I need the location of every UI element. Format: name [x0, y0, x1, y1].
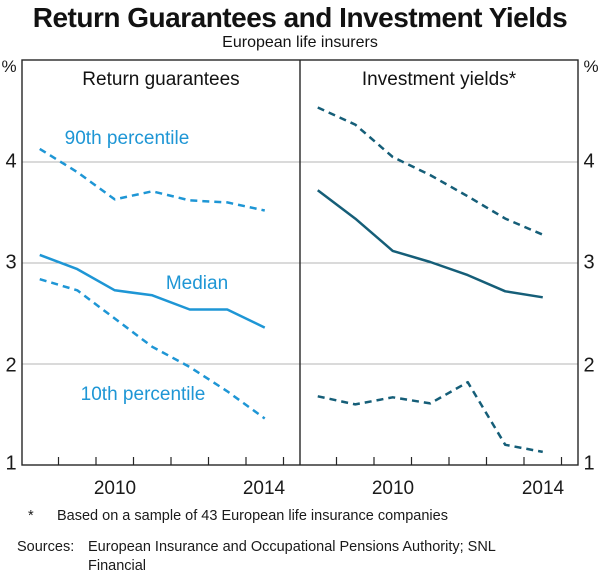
- chart-subtitle: European life insurers: [222, 34, 378, 51]
- y-tick-label: 4: [5, 150, 17, 173]
- series-lines: [39, 106, 544, 454]
- chart-title: Return Guarantees and Investment Yields: [32, 2, 568, 33]
- panel-header-return-guarantees: Return guarantees: [82, 69, 240, 90]
- footnote-text: Based on a sample of 43 European life in…: [57, 508, 448, 524]
- sources: Sources: European Insurance and Occupati…: [17, 538, 508, 573]
- series-label-median: Median: [165, 273, 229, 294]
- y-tick-label: 2: [5, 354, 17, 377]
- line-guarantees-median: [39, 253, 266, 329]
- series-label-10th-percentile: 10th percentile: [80, 384, 206, 405]
- line-guarantees-90th-percentile: [39, 147, 266, 212]
- y-tick-label: 1: [5, 452, 17, 475]
- y-tick-label: 1: [583, 452, 595, 475]
- y-axis-unit-left: %: [1, 57, 17, 76]
- x-tick-label: 2014: [521, 478, 565, 499]
- y-tick-label: 2: [583, 354, 595, 377]
- x-tick-label: 2010: [371, 478, 415, 499]
- series-label-90th-percentile: 90th percentile: [64, 128, 190, 149]
- footnote-marker: *: [28, 508, 34, 524]
- panel-header-investment-yields: Investment yields*: [361, 69, 517, 90]
- y-tick-label: 3: [583, 251, 595, 274]
- y-tick-label: 4: [583, 150, 595, 173]
- sources-label: Sources:: [17, 539, 75, 555]
- line-yields-median: [316, 189, 543, 299]
- line-yields-90th-percentile: [317, 106, 544, 236]
- y-axis-unit-right: %: [583, 57, 599, 76]
- footnote: * Based on a sample of 43 European life …: [28, 508, 448, 524]
- line-yields-10th-percentile: [317, 380, 543, 454]
- x-axis-ticks: [57, 457, 563, 465]
- x-tick-label: 2010: [93, 478, 137, 499]
- line-guarantees-10th-percentile: [39, 278, 266, 420]
- x-tick-label: 2014: [242, 478, 286, 499]
- sources-text: European Insurance and Occupational Pens…: [88, 539, 496, 573]
- y-tick-label: 3: [5, 251, 17, 274]
